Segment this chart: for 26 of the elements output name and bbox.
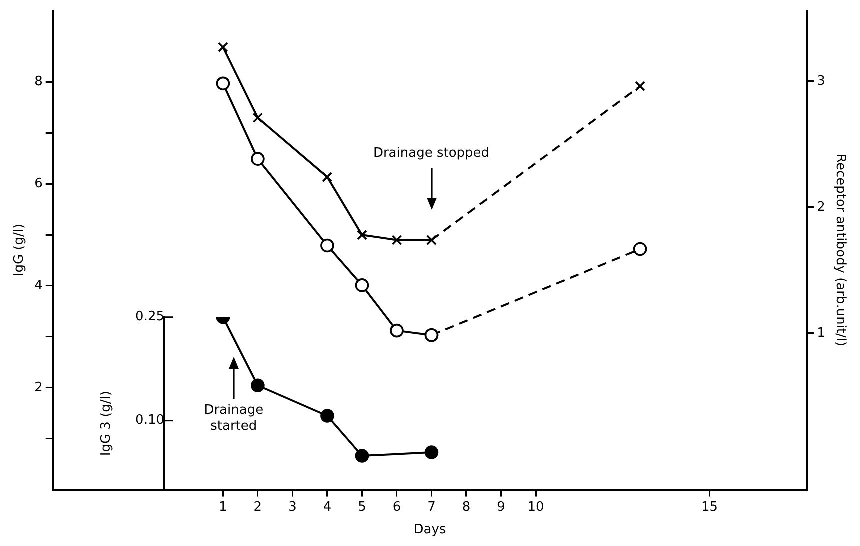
x-tick-label: 7	[428, 500, 436, 515]
annotation: Drainage started	[203, 403, 265, 436]
y3-tick-label: 0.10	[136, 413, 164, 428]
x-tick-label: 9	[497, 500, 506, 515]
y-axis-title: IgG (g/l)	[12, 224, 28, 277]
y-tick-label: 8	[34, 74, 43, 90]
annotation: Drainage stopped	[372, 146, 491, 162]
x-tick-label: 4	[323, 500, 332, 515]
x-tick-label: 10	[528, 500, 544, 515]
y2-tick-label: 1	[817, 326, 826, 341]
y2-tick-label: 2	[817, 200, 826, 215]
x-tick-label: 1	[219, 500, 228, 515]
y3-axis-title: IgG 3 (g/l)	[98, 391, 114, 456]
y-tick-label: 6	[34, 176, 43, 192]
y2-axis-title: Receptor antibody (arb.unit/l)	[832, 154, 848, 347]
x-tick-label: 8	[462, 500, 471, 515]
y-tick-label: 2	[34, 380, 43, 396]
x-tick-label: 5	[358, 500, 366, 515]
x-tick-label: 2	[254, 500, 262, 515]
x-tick-label: 15	[702, 500, 718, 515]
x-tick-label: 3	[288, 500, 297, 515]
y-tick-label: 4	[34, 278, 43, 294]
y2-tick-label: 3	[817, 74, 826, 89]
y3-tick-label: 0.25	[136, 310, 164, 325]
x-tick-label: 6	[392, 500, 402, 515]
x-axis-title: Days	[414, 522, 446, 538]
